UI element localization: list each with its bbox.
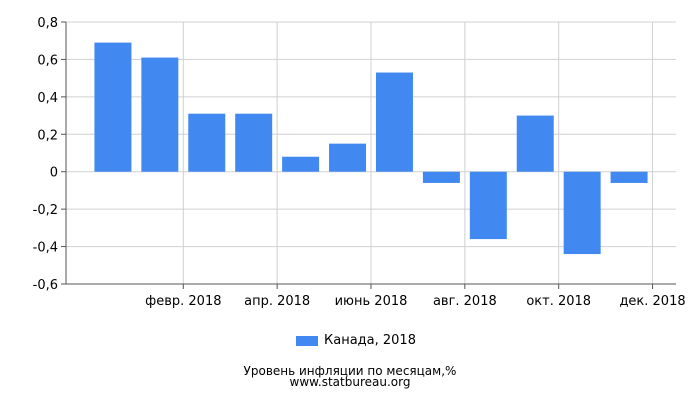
bar <box>469 171 507 240</box>
x-tick-label: июнь 2018 <box>335 294 408 309</box>
y-tick-label: 0,6 <box>37 53 58 68</box>
bar <box>282 156 320 172</box>
x-tick-label: окт. 2018 <box>526 294 591 309</box>
x-tick-label: апр. 2018 <box>244 294 310 309</box>
bar <box>610 171 648 183</box>
bar <box>141 57 179 172</box>
y-tick-label: -0,6 <box>33 278 58 293</box>
x-tick-label: дек. 2018 <box>619 294 685 309</box>
bar <box>329 143 367 172</box>
bar <box>235 113 273 172</box>
y-tick-label: 0,2 <box>37 128 58 143</box>
label-layer: 0,8 0,6 0,4 0,2 0 -0,2 -0,4 -0,6 февр. 2018 апр. … <box>33 16 686 309</box>
x-tick-label: февр. 2018 <box>145 294 221 309</box>
y-tick-label: -0,2 <box>33 203 58 218</box>
y-tick-label: 0,8 <box>37 16 58 31</box>
source-url: www.statbureau.org <box>289 375 411 389</box>
bar <box>516 115 554 172</box>
legend-label: Канада, 2018 <box>324 333 416 348</box>
bar-layer <box>94 42 648 255</box>
bar <box>188 113 226 172</box>
y-tick-label: -0,4 <box>33 241 58 256</box>
bar <box>375 72 413 172</box>
legend-swatch <box>296 335 318 346</box>
bar <box>422 171 460 183</box>
chart-title: Уровень инфляции по месяцам,% <box>243 364 457 378</box>
y-tick-label: 0,4 <box>37 91 58 106</box>
bar <box>563 171 601 255</box>
axis-layer <box>61 21 676 289</box>
legend: Канада, 2018 <box>296 333 416 348</box>
bar <box>94 42 132 172</box>
x-tick-label: авг. 2018 <box>433 294 497 309</box>
y-tick-label: 0 <box>50 166 58 181</box>
